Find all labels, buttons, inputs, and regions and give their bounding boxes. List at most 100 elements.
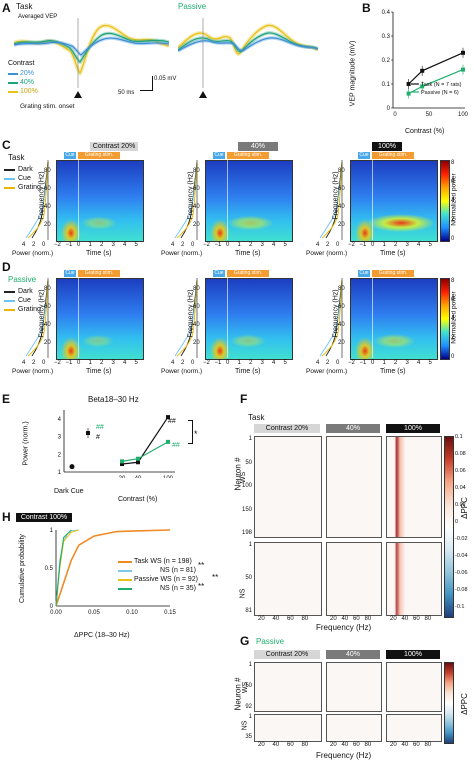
c-freq-tick-label: 60 bbox=[338, 186, 345, 192]
d-cbar-label: Normalized power bbox=[450, 291, 458, 344]
d-time-tick-label: −2 bbox=[348, 360, 355, 366]
c-row-label: Task bbox=[8, 153, 25, 162]
h-ytick-label: 0 bbox=[50, 604, 54, 610]
d-legend-cue: Cue bbox=[18, 297, 31, 304]
d-power-label: Power (norm.) bbox=[306, 368, 348, 375]
d-freq-tick-label: 80 bbox=[338, 286, 345, 292]
h-cdf-line bbox=[55, 529, 72, 607]
b-ylabel: VEP magnitude (mV) bbox=[349, 40, 357, 107]
h-leg-line-passive-ns bbox=[118, 588, 132, 590]
d-grating-bar: Grating stim. bbox=[227, 270, 269, 277]
f-cbar-label: ΔPPC bbox=[459, 497, 469, 519]
c-time-tick-label: 4 bbox=[417, 242, 421, 248]
c-grating-bar: Grating stim. bbox=[372, 152, 414, 159]
b-point bbox=[461, 50, 465, 55]
c-time-tick-label: 1 bbox=[237, 242, 241, 248]
d-power-tick-label: 2 bbox=[32, 360, 36, 366]
f-cbar-tick-label: -0.1 bbox=[455, 604, 465, 610]
d-spectrogram-1 bbox=[205, 278, 293, 360]
f-cbar-tick-label: 0.02 bbox=[455, 502, 466, 508]
e-xtick-label: 20 bbox=[119, 476, 126, 478]
c-freq-tick-label: 20 bbox=[338, 222, 345, 228]
f-ws-label: WS bbox=[240, 471, 248, 484]
ppc-freq-tick-label: 60 bbox=[353, 742, 360, 748]
h-sig-3: ** bbox=[198, 582, 205, 591]
b-point bbox=[420, 68, 425, 73]
c-colorbar bbox=[440, 160, 450, 242]
d-onset-line bbox=[78, 278, 79, 358]
h-ytick-label: 0.5 bbox=[45, 566, 54, 572]
e-xtick-label: 40 bbox=[135, 476, 142, 478]
d-cbar-tick-label: 0 bbox=[451, 354, 455, 360]
d-time-tick-label: 3 bbox=[260, 360, 264, 366]
c-spectrogram-0 bbox=[56, 160, 144, 242]
d-time-tick-label: 4 bbox=[272, 360, 276, 366]
d-power-spectrum-2 bbox=[319, 278, 343, 358]
c-power-tick-label: 4 bbox=[171, 242, 175, 248]
a-legend-line-100 bbox=[8, 91, 18, 93]
c-freq-tick-label: 60 bbox=[193, 186, 200, 192]
c-time-tick-label: 3 bbox=[260, 242, 264, 248]
a-task-label: Task bbox=[16, 2, 33, 11]
a-contrast-20: 20% bbox=[20, 70, 35, 77]
ppc-g-ns-1 bbox=[326, 714, 382, 742]
c-freq-tick-label: 40 bbox=[44, 204, 51, 210]
d-time-tick-label: 0 bbox=[226, 360, 230, 366]
e-xtick-label: 100 bbox=[163, 476, 174, 478]
d-freq-label: Frequency (Hz) bbox=[187, 289, 195, 338]
d-time-tick-label: −2 bbox=[203, 360, 210, 366]
c-time-tick-label: −2 bbox=[348, 242, 355, 248]
d-time-tick-label: 0 bbox=[371, 360, 375, 366]
d-freq-tick-label: 20 bbox=[44, 340, 51, 346]
ppc-freq-tick-label: 20 bbox=[258, 742, 265, 748]
e-point bbox=[136, 460, 140, 465]
d-freq-tick-label: 60 bbox=[338, 304, 345, 310]
d-legend-line-cue bbox=[4, 300, 15, 302]
a-scale-time: 50 ms bbox=[118, 90, 135, 96]
d-legend-line-dark bbox=[4, 291, 15, 293]
ppc-freq-tick-label: 40 bbox=[341, 616, 349, 622]
panel-label-h: H bbox=[2, 510, 11, 524]
ppc-freq-tick-label: 40 bbox=[401, 616, 409, 622]
f-cbar-tick-label: 0.1 bbox=[455, 434, 463, 440]
e-ytick-label: 4 bbox=[58, 417, 62, 423]
f-cbar-tick-label: -0.06 bbox=[455, 570, 468, 576]
c-spectrogram-1 bbox=[205, 160, 293, 242]
c-legend-line-grating bbox=[4, 187, 15, 189]
vep-traces-task bbox=[14, 18, 169, 98]
d-onset-line bbox=[372, 278, 373, 358]
d-freq-tick-label: 80 bbox=[193, 286, 200, 292]
h-leg-line-task-ws bbox=[118, 561, 132, 563]
b-leg-passive: Passive (N = 6) bbox=[421, 90, 459, 96]
c-time-label: Time (s) bbox=[235, 250, 261, 257]
h-ylabel: Cumulative probability bbox=[18, 534, 26, 603]
ppc-f-ns-2 bbox=[386, 542, 442, 616]
h-xlabel: ΔPPC (18–30 Hz) bbox=[74, 632, 130, 639]
c-cbar-tick-label: 2 bbox=[451, 217, 455, 223]
c-time-tick-label: 2 bbox=[100, 242, 104, 248]
e-ylabel: Power (norm.) bbox=[22, 421, 30, 466]
d-cbar-tick-label: 4 bbox=[451, 316, 455, 322]
c-time-tick-label: 2 bbox=[249, 242, 253, 248]
ppc-ns-tick-label: 1 bbox=[248, 542, 252, 548]
ppc-freq-tick-label: 80 bbox=[424, 616, 432, 622]
ppc-ws-tick-label: 1 bbox=[248, 662, 252, 668]
h-ytick-label: 1 bbox=[50, 528, 54, 534]
c-power-tick-label: 4 bbox=[316, 242, 320, 248]
d-time-tick-label: −2 bbox=[54, 360, 61, 366]
d-freq-tick-label: 80 bbox=[44, 286, 51, 292]
d-power-tick-label: 4 bbox=[22, 360, 26, 366]
c-time-label: Time (s) bbox=[380, 250, 406, 257]
ppc-ns-tick-label: 50 bbox=[245, 575, 252, 581]
ppc-f-ns-0 bbox=[254, 542, 322, 616]
g-xlabel: Frequency (Hz) bbox=[316, 751, 372, 760]
d-time-tick-label: 5 bbox=[428, 360, 432, 366]
c-freq-tick-label: 40 bbox=[193, 204, 200, 210]
d-time-tick-label: 5 bbox=[134, 360, 138, 366]
f-cbar-tick-label: 0.04 bbox=[455, 485, 466, 491]
h-xtick-label: 0.10 bbox=[126, 610, 138, 614]
ppc-ws-tick-label: 50 bbox=[245, 459, 252, 466]
c-time-tick-label: 3 bbox=[111, 242, 115, 248]
c-grating-trace bbox=[176, 161, 198, 239]
c-time-tick-label: −2 bbox=[54, 242, 61, 248]
